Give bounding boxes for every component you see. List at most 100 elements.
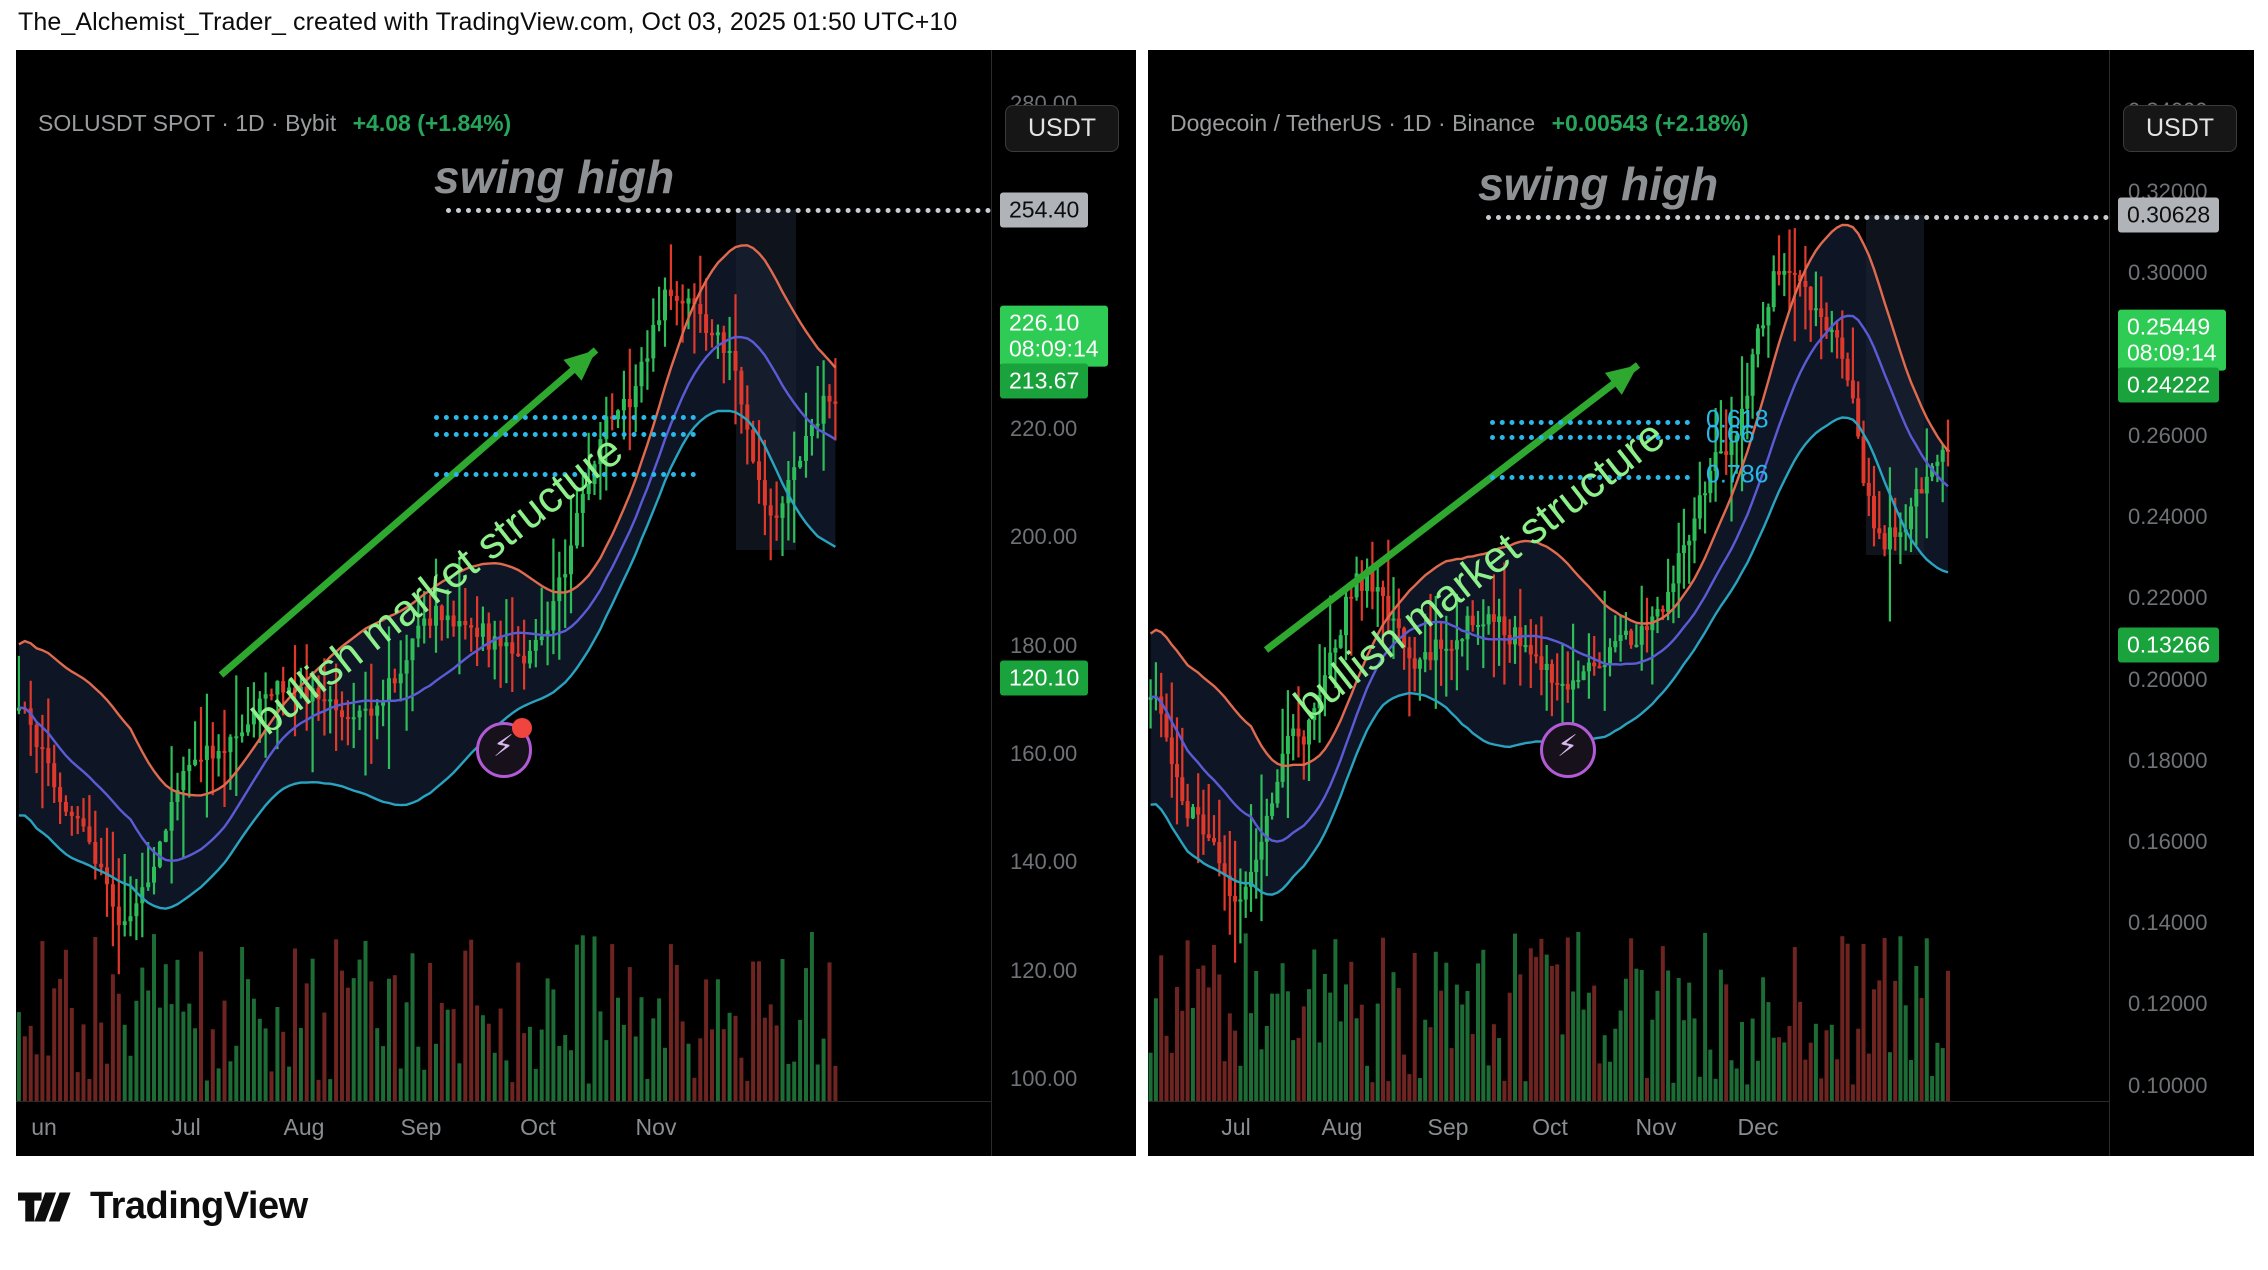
candle-body <box>1190 807 1195 819</box>
volume-bar <box>1523 1081 1528 1106</box>
volume-bar <box>527 1026 532 1106</box>
volume-bar <box>1782 1042 1787 1106</box>
volume-bar <box>1433 951 1438 1106</box>
fib-retracement-line[interactable] <box>1490 420 1690 425</box>
candle-body <box>351 717 356 720</box>
candle-body <box>1227 875 1232 896</box>
swing-high-price-tag[interactable]: 0.30628 <box>2118 197 2220 233</box>
candle-body <box>1549 663 1554 683</box>
volume-bar <box>1866 1053 1871 1106</box>
volume-bar <box>492 1052 497 1106</box>
volume-bar <box>1486 1065 1491 1106</box>
volume-bar <box>316 1079 321 1106</box>
volume-bar <box>1423 1019 1428 1106</box>
time-axis-left[interactable]: un Jul Aug Sep Oct Nov <box>16 1101 991 1156</box>
time-axis-tick: Jul <box>1221 1114 1251 1140</box>
volume-bar <box>815 1064 820 1106</box>
fib-retracement-line[interactable] <box>434 432 696 437</box>
price-axis-tick: 0.30000 <box>2128 260 2208 286</box>
currency-badge-left[interactable]: USDT <box>1005 105 1120 152</box>
volume-bar <box>1333 939 1338 1106</box>
candle-body <box>475 627 480 637</box>
time-axis-right[interactable]: Jul Aug Sep Oct Nov Dec <box>1148 1101 2109 1156</box>
candle-body <box>1254 859 1259 872</box>
candle-body <box>1159 696 1164 714</box>
candle-body <box>1285 736 1290 754</box>
chart-panel-right[interactable]: Dogecoin / TetherUS · 1D · Binance +0.00… <box>1146 48 2256 1158</box>
candle-body <box>93 842 98 864</box>
fib-retracement-line[interactable] <box>434 415 696 420</box>
volume-bar <box>1513 933 1517 1106</box>
alert-badge[interactable] <box>1540 722 1596 778</box>
volume-bar <box>146 990 151 1106</box>
price-axis-right[interactable]: 0.10000 0.12000 0.14000 0.16000 0.18000 0.200… <box>2110 50 2254 1156</box>
price-tag[interactable]: 213.67 <box>1000 363 1089 399</box>
volume-bar <box>1502 1080 1507 1106</box>
volume-bar <box>1180 1010 1185 1106</box>
volume-bar <box>1391 972 1396 1106</box>
candle-body <box>1755 328 1760 355</box>
candle-body <box>1882 533 1887 550</box>
volume-bar <box>1243 933 1248 1106</box>
volume-bar <box>1893 980 1898 1106</box>
candle-body <box>539 636 544 640</box>
last-price-tag[interactable]: 226.10 08:09:14 <box>1000 305 1108 367</box>
candle-body <box>1560 683 1565 686</box>
candle-body <box>1729 441 1734 455</box>
volume-bar <box>345 987 350 1106</box>
candle-body <box>1576 679 1581 682</box>
swing-high-line[interactable] <box>1486 215 2109 220</box>
candle-body <box>1439 639 1444 649</box>
volume-bar <box>439 1003 444 1106</box>
volume-bar <box>533 1068 538 1106</box>
candle-body <box>1206 834 1211 838</box>
volume-bar <box>1428 1027 1433 1106</box>
candle-body <box>1497 616 1502 622</box>
volume-bar <box>63 949 68 1106</box>
volume-bar <box>1914 966 1919 1106</box>
volume-bar <box>1544 954 1549 1106</box>
swing-high-line[interactable] <box>446 208 991 213</box>
candle-body <box>1898 532 1903 537</box>
chart-panel-left[interactable]: SOLUSDT SPOT · 1D · Bybit +4.08 (+1.84%)… <box>14 48 1138 1158</box>
candle-body <box>651 324 656 359</box>
chart-legend-left[interactable]: SOLUSDT SPOT · 1D · Bybit +4.08 (+1.84%) <box>38 110 511 137</box>
price-tag[interactable]: 0.24222 <box>2118 367 2220 403</box>
volume-bar <box>1444 962 1449 1106</box>
currency-badge-right[interactable]: USDT <box>2123 105 2238 152</box>
candle-body <box>63 802 68 812</box>
last-price-tag[interactable]: 0.25449 08:09:14 <box>2118 309 2226 371</box>
candle-body <box>1946 449 1950 452</box>
volume-bar <box>1581 1009 1586 1106</box>
candle-body <box>304 686 309 702</box>
volume-bar <box>1555 964 1560 1106</box>
candle-body <box>193 759 198 765</box>
candle-body <box>1623 630 1628 635</box>
candle-body <box>246 724 250 733</box>
volume-bar <box>410 953 415 1106</box>
swing-high-price-tag[interactable]: 254.40 <box>1000 192 1089 228</box>
price-plot-right[interactable]: swing high 0.618 0.66 0.786 bullish market s… <box>1148 50 2109 1106</box>
volume-bar <box>715 979 720 1106</box>
volume-bar <box>516 962 521 1106</box>
candle-body <box>633 386 638 408</box>
volume-bar <box>22 1036 27 1106</box>
candle-body <box>1861 436 1866 483</box>
volume-bar <box>210 1029 215 1106</box>
price-axis-left[interactable]: 100.00 120.00 140.00 160.00 180.00 200.00 220.… <box>992 50 1136 1156</box>
price-tag[interactable]: 0.13266 <box>2118 627 2220 663</box>
candle-body <box>328 699 333 702</box>
volume-bar <box>1196 968 1201 1106</box>
volume-bar <box>1285 991 1290 1106</box>
chart-legend-right[interactable]: Dogecoin / TetherUS · 1D · Binance +0.00… <box>1170 110 1749 137</box>
volume-bar <box>1412 953 1417 1106</box>
price-plot-left[interactable]: swing high bullish market structure ⚡ <box>16 50 991 1106</box>
price-tag[interactable]: 120.10 <box>1000 660 1089 696</box>
candle-body <box>762 480 767 506</box>
candle-body <box>522 655 527 664</box>
volume-bar <box>733 1015 738 1106</box>
lightning-bolt-icon: ⚡ <box>493 730 515 763</box>
volume-bar <box>1645 1078 1649 1106</box>
candle-body <box>1491 614 1496 622</box>
volume-bar <box>1159 955 1164 1106</box>
